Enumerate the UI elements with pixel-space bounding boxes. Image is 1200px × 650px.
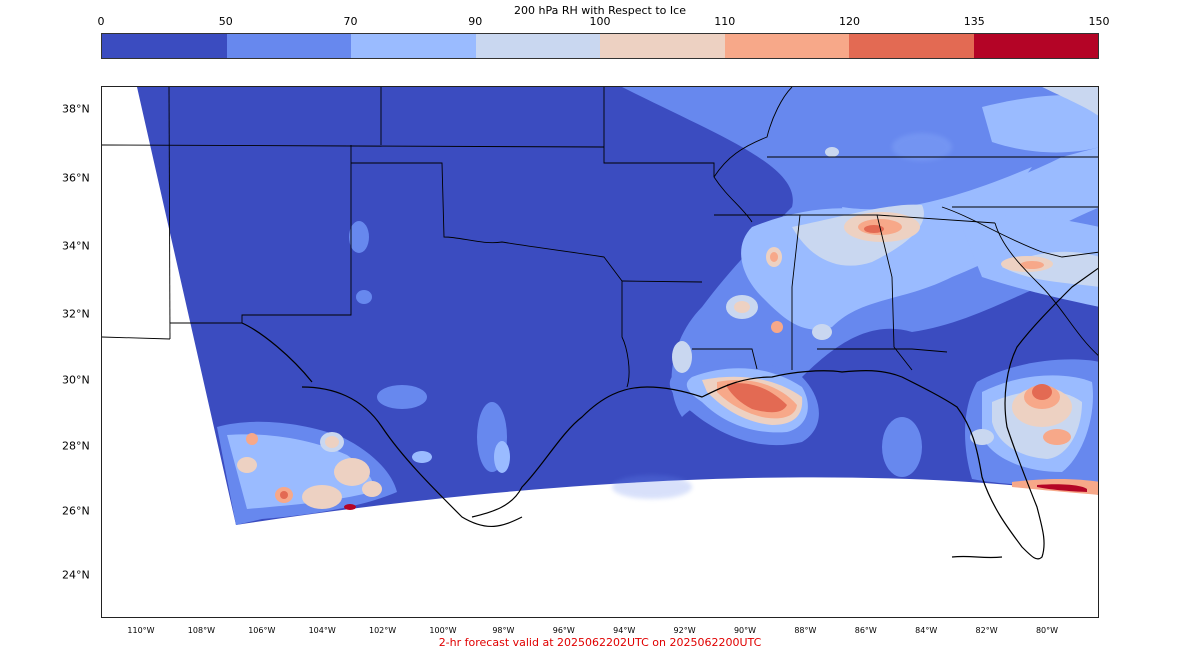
colorbar-segment: [849, 34, 974, 58]
colorbar-tick-label: 70: [343, 15, 358, 28]
coastline: [241, 267, 1098, 560]
longitude-label: 92°W: [673, 626, 696, 635]
longitude-label: 104°W: [308, 626, 336, 635]
map-frame: [101, 86, 1099, 618]
longitude-label: 98°W: [492, 626, 515, 635]
longitude-label: 80°W: [1035, 626, 1059, 635]
colorbar-segment: [973, 34, 1098, 58]
colorbar-segment: [475, 34, 600, 58]
latitude-label: 32°N: [62, 307, 90, 321]
longitude-label: 82°W: [975, 626, 998, 635]
longitude-label: 90°W: [733, 626, 757, 635]
colorbar-segment: [102, 34, 227, 58]
colorbar-tick-label: 110: [714, 15, 736, 28]
longitude-label: 94°W: [613, 626, 636, 635]
longitude-label: 84°W: [915, 626, 938, 635]
colorbar-tick-label: 50: [218, 15, 233, 28]
colorbar-segment: [226, 34, 351, 58]
latitude-label: 38°N: [62, 102, 90, 116]
longitude-label: 100°W: [429, 626, 457, 635]
colorbar-segment: [724, 34, 849, 58]
longitude-label: 86°W: [854, 626, 877, 635]
colorbar-segment: [600, 34, 725, 58]
forecast-valid-caption: 2-hr forecast valid at 2025062202UTC on …: [438, 636, 762, 649]
colorbar-segment: [351, 34, 476, 58]
latitude-label: 30°N: [62, 373, 90, 387]
longitude-label: 108°W: [187, 626, 215, 635]
latitude-label: 26°N: [62, 504, 90, 518]
longitude-label: 102°W: [369, 626, 397, 635]
latitude-label: 34°N: [62, 239, 90, 253]
longitude-label: 96°W: [552, 626, 575, 635]
longitude-label: 88°W: [794, 626, 817, 635]
colorbar: [101, 33, 1099, 59]
rh-band-90-100: [741, 147, 1098, 330]
colorbar-tick-label: 135: [963, 15, 985, 28]
state-boundaries: [102, 87, 1098, 388]
colorbar-tick-label: 0: [97, 15, 105, 28]
latitude-label: 36°N: [62, 171, 90, 185]
colorbar-tick-label: 90: [468, 15, 483, 28]
longitude-label: 110°W: [127, 626, 155, 635]
colorbar-tick-label: 100: [589, 15, 611, 28]
longitude-label: 106°W: [248, 626, 276, 635]
rh-map: [102, 87, 1098, 560]
latitude-label: 28°N: [62, 439, 90, 453]
colorbar-tick-label: 120: [839, 15, 860, 28]
latitude-label: 24°N: [62, 568, 90, 582]
colorbar-tick-label: 150: [1088, 15, 1110, 28]
colorbar-title: 200 hPa RH with Respect to Ice: [514, 4, 686, 17]
